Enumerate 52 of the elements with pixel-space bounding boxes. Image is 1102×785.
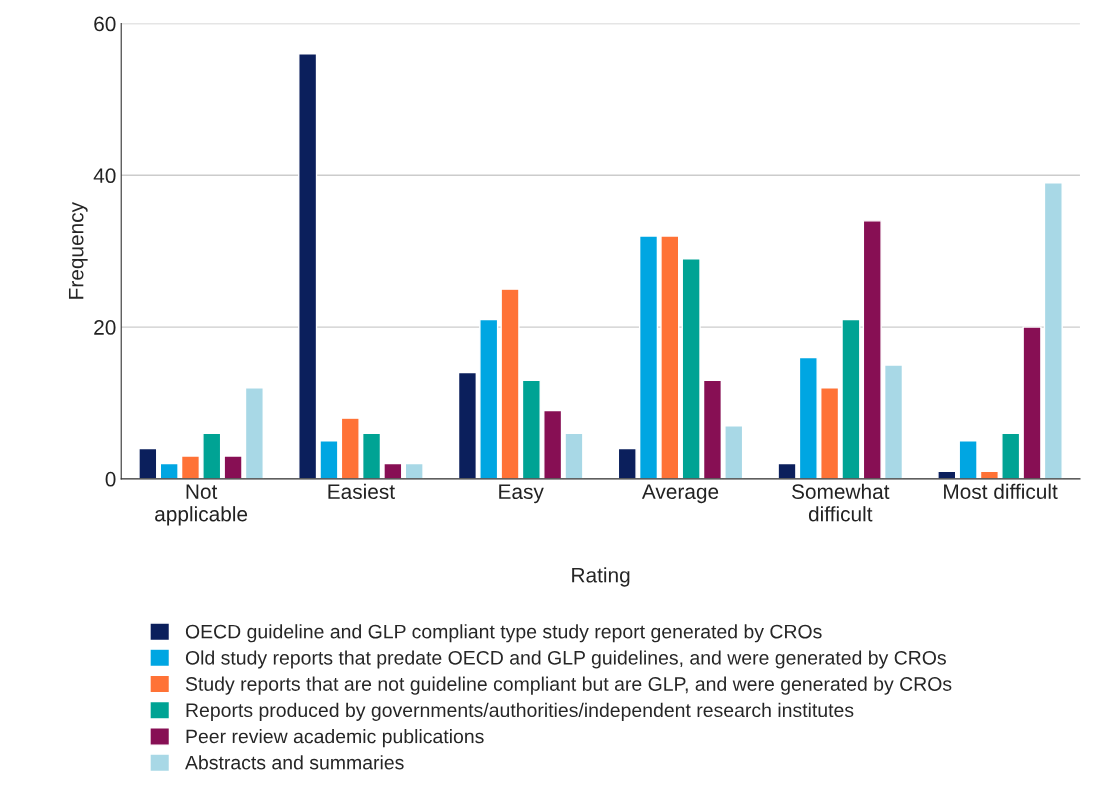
bar [564,432,584,479]
bar [660,235,680,479]
bar [638,235,659,479]
bar [383,462,403,479]
bar [1022,326,1042,479]
bar [798,356,818,479]
bar [457,371,478,479]
bar [958,440,978,479]
bar [500,288,520,479]
legend-label: Abstracts and summaries [185,755,404,770]
x-tick-label: Not applicable [155,484,248,526]
bar [841,318,861,479]
legend-label: Reports produced by governments/authorities/independent research institutes [186,702,854,721]
y-tick-label: 0 [105,471,116,487]
legend-label: Old study reports that predate OECD and GLP guidelines, and were generated by CROs [185,650,946,669]
y-axis-title: Frequency [68,202,88,299]
x-tick-label: Somewhat difficult [792,483,890,522]
bar [820,387,840,479]
legend-label: OECD guideline and GLP compliant type study report generated by CROs [185,624,822,643]
bar [298,53,318,479]
x-tick-label: Average [641,484,719,504]
bar [777,462,797,479]
bar [202,432,222,479]
x-tick-label: Easy [499,484,544,504]
bar [1043,182,1063,479]
x-tick-label: Most difficult [944,483,1058,500]
bar [244,387,264,479]
bar [617,447,637,479]
y-tick-label: 60 [94,16,116,32]
bar [681,258,701,479]
bar [724,425,744,479]
bar [543,409,563,479]
bar [138,447,158,479]
y-tick-label: 40 [93,168,116,184]
x-axis-title: Rating [572,567,630,587]
bar [159,462,179,479]
bar [223,455,243,479]
legend-label: Peer review academic publications [186,729,484,748]
bar [702,379,723,479]
bar [361,432,382,479]
bar [319,440,339,479]
bar [883,364,904,479]
bar [404,462,424,479]
bar [862,220,882,479]
bar [180,455,201,479]
bar [479,318,499,479]
y-tick-label: 20 [94,320,116,335]
legend-label: Study reports that are not guideline compliant but are GLP, and were generated by CROs [185,676,952,695]
bar [340,417,360,479]
bar [521,379,541,479]
bar [1001,432,1021,479]
x-tick-label: Easiest [328,483,395,500]
